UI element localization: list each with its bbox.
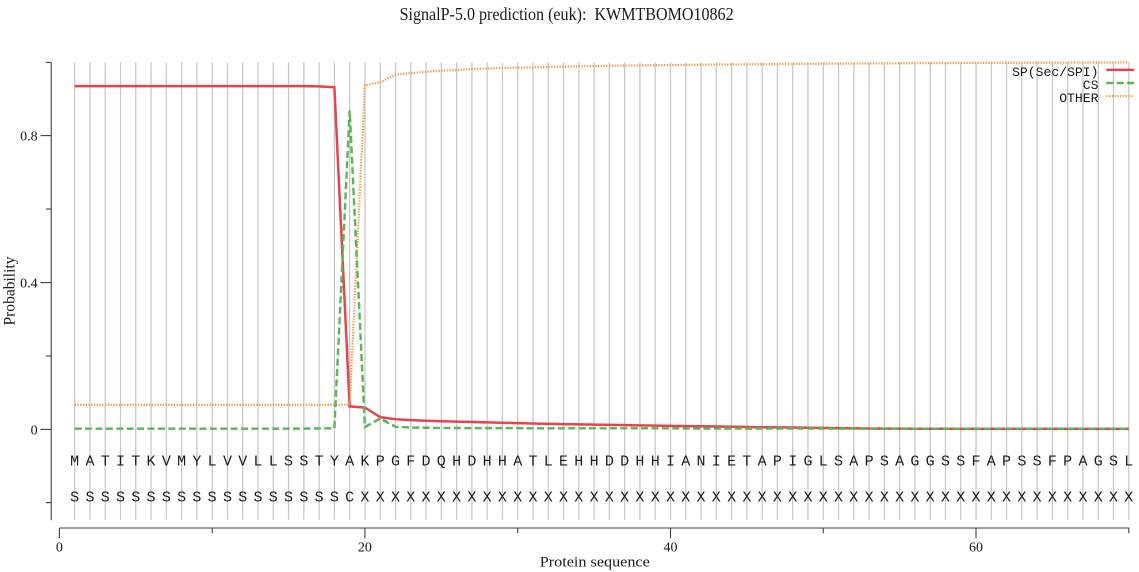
svg-text:20: 20 (358, 541, 372, 556)
svg-text:0.8: 0.8 (20, 130, 38, 145)
svg-text:OTHER: OTHER (1059, 91, 1098, 106)
svg-text:CS: CS (1083, 78, 1099, 93)
svg-text:SP(Sec/SPI): SP(Sec/SPI) (1012, 65, 1098, 80)
svg-text:0: 0 (56, 541, 63, 556)
svg-text:0: 0 (31, 423, 38, 438)
svg-text:Probability: Probability (2, 256, 19, 325)
svg-text:40: 40 (664, 541, 678, 556)
svg-text:SignalP-5.0 prediction (euk):: SignalP-5.0 prediction (euk): KWMTBOMO10… (400, 4, 734, 24)
svg-text:Protein sequence: Protein sequence (540, 554, 650, 570)
svg-text:0.4: 0.4 (20, 277, 38, 292)
svg-text:60: 60 (969, 541, 983, 556)
